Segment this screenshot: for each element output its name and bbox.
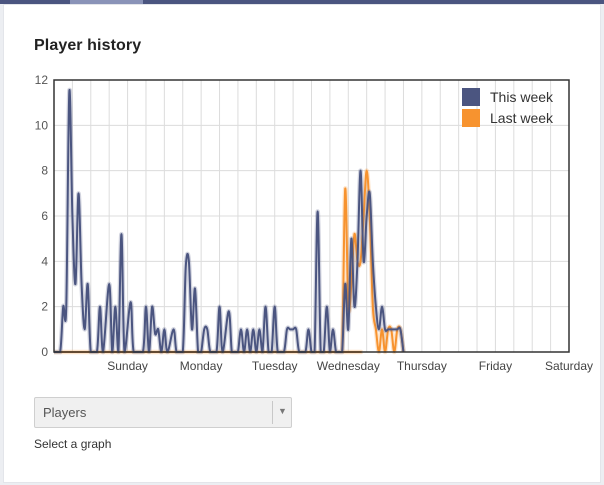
card-title: Player history — [34, 37, 142, 54]
top-nav-active-tab[interactable] — [70, 0, 143, 4]
y-tick-label: 10 — [35, 118, 49, 132]
legend-swatch — [462, 109, 480, 127]
graph-select-hint: Select a graph — [34, 437, 112, 451]
x-tick-label: Tuesday — [252, 359, 298, 373]
top-nav-bar — [0, 0, 604, 4]
plot-frame — [53, 79, 570, 353]
y-tick-label: 6 — [41, 209, 48, 223]
chevron-down-icon[interactable]: ▼ — [278, 406, 287, 416]
y-tick-label: 2 — [41, 300, 48, 314]
graph-select-divider — [272, 401, 273, 424]
graph-select[interactable]: Players ▼ — [34, 397, 292, 428]
legend-label: Last week — [490, 110, 554, 126]
x-tick-label: Saturday — [545, 359, 593, 373]
y-tick-label: 12 — [35, 73, 49, 87]
legend-swatch — [462, 88, 480, 106]
y-tick-label: 8 — [41, 164, 48, 178]
x-tick-label: Sunday — [107, 359, 148, 373]
x-tick-label: Wednesday — [317, 359, 380, 373]
x-tick-label: Thursday — [397, 359, 447, 373]
x-tick-label: Friday — [479, 359, 512, 373]
graph-select-value: Players — [43, 405, 87, 420]
legend-label: This week — [490, 89, 554, 105]
y-tick-label: 0 — [41, 345, 48, 359]
x-tick-label: Monday — [180, 359, 223, 373]
y-tick-label: 4 — [41, 254, 48, 268]
series-line — [53, 88, 405, 353]
